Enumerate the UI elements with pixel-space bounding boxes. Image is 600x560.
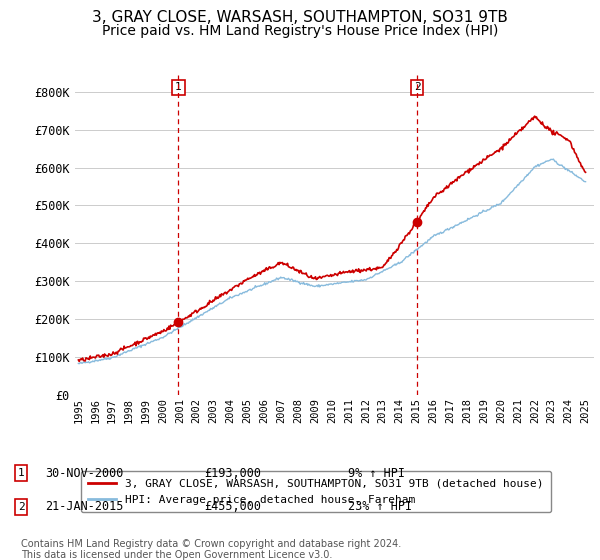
Text: Contains HM Land Registry data © Crown copyright and database right 2024.
This d: Contains HM Land Registry data © Crown c… [21,539,401,560]
Text: 1: 1 [17,468,25,478]
Text: 1: 1 [175,82,182,92]
Text: 23% ↑ HPI: 23% ↑ HPI [348,500,412,514]
Legend: 3, GRAY CLOSE, WARSASH, SOUTHAMPTON, SO31 9TB (detached house), HPI: Average pri: 3, GRAY CLOSE, WARSASH, SOUTHAMPTON, SO3… [80,471,551,512]
Text: 2: 2 [17,502,25,512]
Text: 21-JAN-2015: 21-JAN-2015 [45,500,124,514]
Text: 30-NOV-2000: 30-NOV-2000 [45,466,124,480]
Text: 9% ↑ HPI: 9% ↑ HPI [348,466,405,480]
Text: £455,000: £455,000 [204,500,261,514]
Text: Price paid vs. HM Land Registry's House Price Index (HPI): Price paid vs. HM Land Registry's House … [102,24,498,38]
Text: £193,000: £193,000 [204,466,261,480]
Text: 3, GRAY CLOSE, WARSASH, SOUTHAMPTON, SO31 9TB: 3, GRAY CLOSE, WARSASH, SOUTHAMPTON, SO3… [92,10,508,25]
Text: 2: 2 [414,82,421,92]
